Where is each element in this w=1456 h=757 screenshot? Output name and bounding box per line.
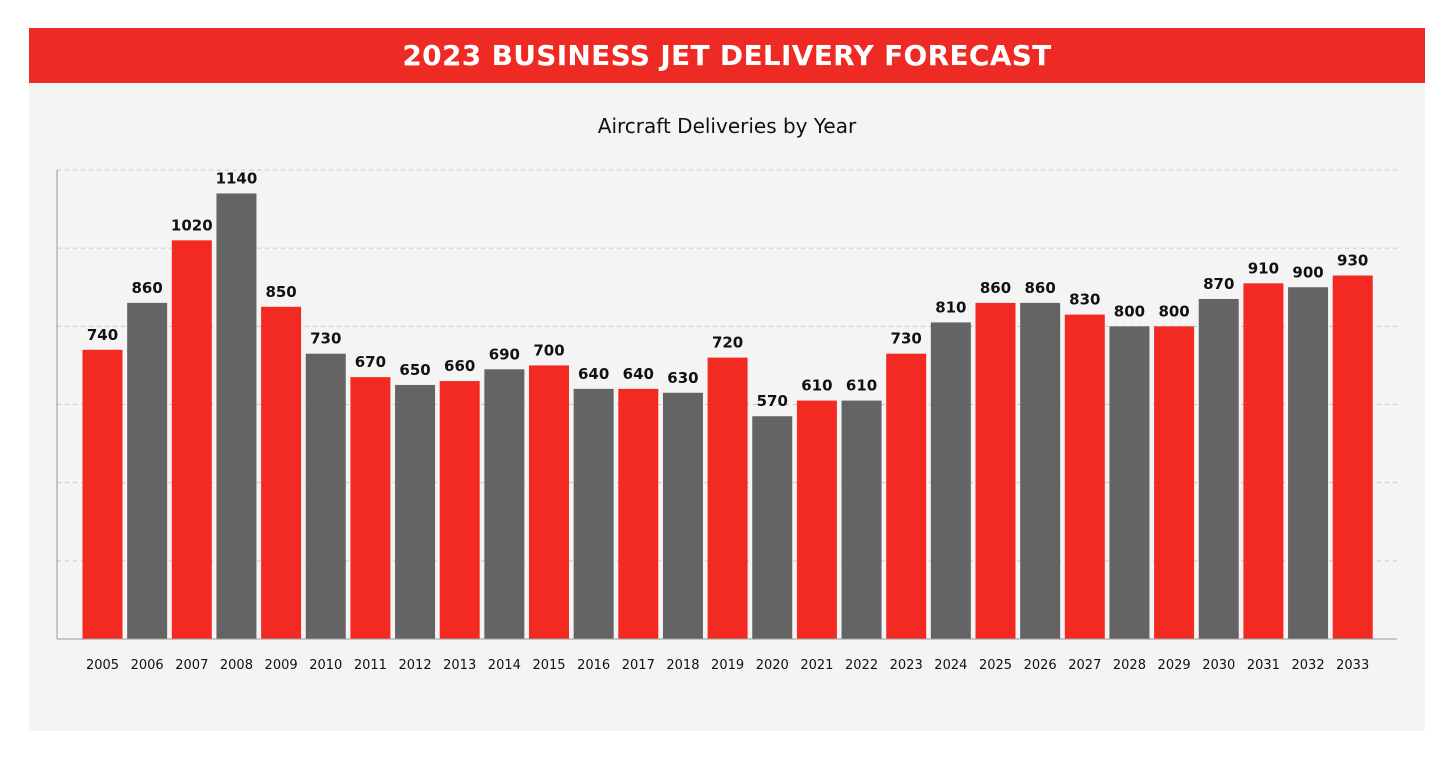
x-tick-label-2031: 2031 (1247, 658, 1280, 673)
x-tick-label-2023: 2023 (890, 658, 923, 673)
data-label-2024: 810 (935, 298, 966, 316)
bar-2025 (975, 302, 1016, 639)
bar-2009 (261, 306, 302, 639)
bar-2027 (1064, 314, 1105, 639)
data-label-2013: 660 (444, 357, 475, 375)
data-label-2010: 730 (310, 330, 341, 348)
x-tick-label-2011: 2011 (354, 658, 387, 673)
bar-2010 (305, 353, 346, 639)
data-label-2025: 860 (980, 279, 1011, 297)
bar-2013 (439, 381, 480, 639)
bar-2020 (752, 416, 793, 639)
bars (82, 193, 1373, 639)
x-tick-label-2025: 2025 (979, 658, 1012, 673)
x-tick-label-2027: 2027 (1068, 658, 1101, 673)
data-label-2020: 570 (757, 392, 788, 410)
bar-2024 (930, 322, 971, 639)
bar-2007 (171, 240, 212, 639)
data-label-2021: 610 (801, 377, 832, 395)
data-label-2022: 610 (846, 377, 877, 395)
x-tick-label-2019: 2019 (711, 658, 744, 673)
bar-2028 (1109, 326, 1150, 639)
bar-2022 (841, 400, 882, 639)
bar-2019 (707, 357, 748, 639)
x-tick-label-2012: 2012 (399, 658, 432, 673)
header-banner: 2023 BUSINESS JET DELIVERY FORECAST (29, 28, 1425, 83)
data-label-2026: 860 (1024, 279, 1055, 297)
bar-2018 (662, 392, 703, 639)
x-tick-labels: 2005 2006 2007 2008 2009 2010 2011 2012 2013 2014… (86, 658, 1369, 673)
data-label-2019: 720 (712, 334, 743, 352)
x-tick-label-2017: 2017 (622, 658, 655, 673)
bar-2016 (573, 388, 614, 639)
data-label-2005: 740 (87, 326, 118, 344)
data-label-2033: 930 (1337, 252, 1368, 270)
banner-title: 2023 BUSINESS JET DELIVERY FORECAST (402, 39, 1052, 72)
bar-2032 (1288, 287, 1329, 639)
data-label-2012: 650 (399, 361, 430, 379)
bar-2011 (350, 377, 391, 639)
bar-2012 (395, 384, 436, 639)
x-tick-label-2028: 2028 (1113, 658, 1146, 673)
x-tick-label-2010: 2010 (309, 658, 342, 673)
chart-title: Aircraft Deliveries by Year (598, 114, 857, 138)
x-tick-label-2006: 2006 (131, 658, 164, 673)
data-label-2016: 640 (578, 365, 609, 383)
data-label-2032: 900 (1292, 263, 1323, 281)
x-tick-label-2015: 2015 (532, 658, 565, 673)
data-label-2031: 910 (1248, 259, 1279, 277)
x-tick-label-2005: 2005 (86, 658, 119, 673)
x-tick-label-2033: 2033 (1336, 658, 1369, 673)
bar-2031 (1243, 283, 1284, 639)
data-label-2007: 1020 (171, 216, 213, 234)
bar-2030 (1198, 298, 1239, 639)
x-tick-label-2016: 2016 (577, 658, 610, 673)
bar-2026 (1020, 302, 1061, 639)
data-label-2009: 850 (265, 283, 296, 301)
data-label-2006: 860 (131, 279, 162, 297)
data-labels: 740 860 1020 1140 850 730 670 650 660 690 700 640 64… (87, 169, 1369, 410)
data-label-2030: 870 (1203, 275, 1234, 293)
bar-2033 (1332, 275, 1373, 639)
data-label-2027: 830 (1069, 291, 1100, 309)
data-label-2015: 700 (533, 341, 564, 359)
data-label-2011: 670 (355, 353, 386, 371)
bar-2017 (618, 388, 659, 639)
bar-2014 (484, 369, 525, 639)
bar-2006 (127, 302, 168, 639)
x-tick-label-2022: 2022 (845, 658, 878, 673)
data-label-2023: 730 (891, 330, 922, 348)
x-tick-label-2029: 2029 (1158, 658, 1191, 673)
x-tick-label-2018: 2018 (666, 658, 699, 673)
data-label-2017: 640 (623, 365, 654, 383)
x-tick-label-2024: 2024 (934, 658, 967, 673)
bar-2029 (1154, 326, 1195, 639)
data-label-2029: 800 (1158, 302, 1189, 320)
bar-2023 (886, 353, 927, 639)
x-tick-label-2008: 2008 (220, 658, 253, 673)
data-label-2014: 690 (489, 345, 520, 363)
data-label-2028: 800 (1114, 302, 1145, 320)
bar-2015 (529, 365, 569, 639)
data-label-2008: 1140 (216, 169, 258, 187)
x-tick-label-2014: 2014 (488, 658, 521, 673)
bar-2005 (82, 349, 123, 639)
x-tick-label-2020: 2020 (756, 658, 789, 673)
bar-2008 (216, 193, 257, 639)
x-tick-label-2007: 2007 (175, 658, 208, 673)
bar-2021 (796, 400, 837, 639)
x-tick-label-2021: 2021 (800, 658, 833, 673)
x-tick-label-2026: 2026 (1024, 658, 1057, 673)
x-tick-label-2032: 2032 (1292, 658, 1325, 673)
x-tick-label-2013: 2013 (443, 658, 476, 673)
x-tick-label-2030: 2030 (1202, 658, 1235, 673)
x-tick-label-2009: 2009 (265, 658, 298, 673)
data-label-2018: 630 (667, 369, 698, 387)
